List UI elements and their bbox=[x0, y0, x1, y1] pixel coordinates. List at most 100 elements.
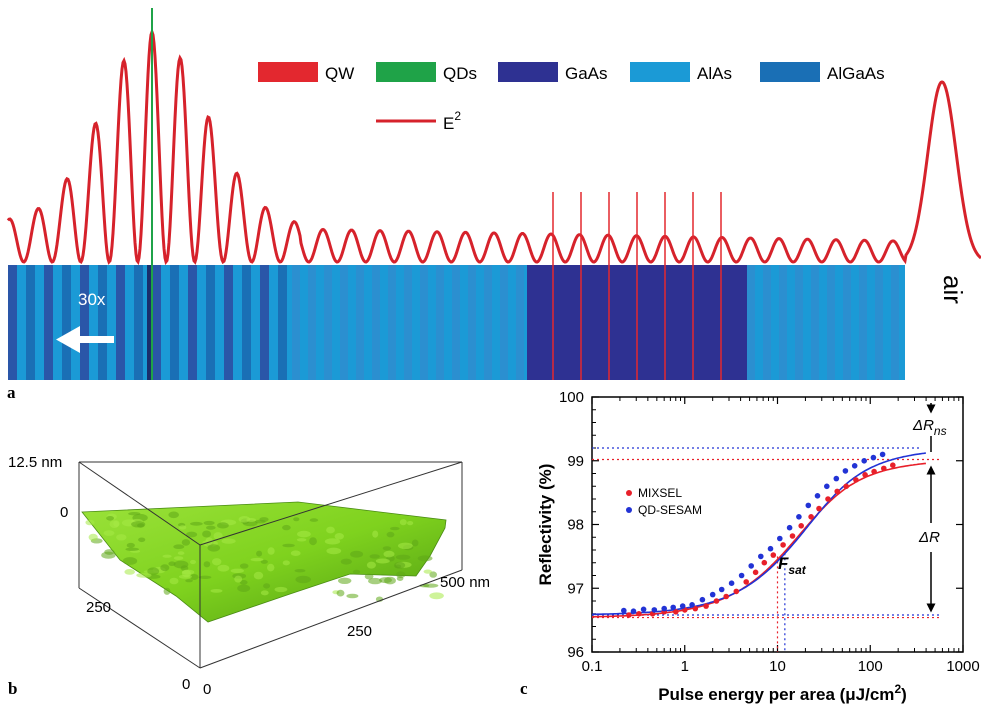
data-point bbox=[651, 607, 658, 613]
surface-bump bbox=[128, 512, 141, 516]
y-tick-250: 250 bbox=[86, 599, 111, 616]
data-point bbox=[621, 607, 627, 614]
surface-bump bbox=[217, 522, 229, 529]
layer-band bbox=[242, 265, 251, 380]
surface-bump bbox=[396, 571, 406, 578]
legend-swatch-alas bbox=[630, 62, 690, 82]
surface-bump bbox=[255, 519, 266, 524]
layer-stack bbox=[8, 265, 905, 380]
legend-swatch-qds bbox=[376, 62, 436, 82]
x-tick-500: 500 nm bbox=[440, 574, 490, 591]
data-point bbox=[796, 514, 802, 520]
layer-band bbox=[152, 265, 161, 380]
surface-bump bbox=[395, 554, 411, 560]
data-point bbox=[870, 454, 877, 461]
surface-bump bbox=[185, 579, 193, 583]
repeat-count-label: 30x bbox=[78, 290, 106, 309]
x-tick-label: 1 bbox=[681, 658, 689, 675]
surface-bump bbox=[379, 577, 392, 584]
surface-bump bbox=[260, 590, 269, 596]
data-point bbox=[871, 468, 877, 475]
y-tick-label: 100 bbox=[559, 389, 584, 406]
x-axis-title: Pulse energy per area (μJ/cm2) bbox=[658, 682, 907, 704]
surface-bump bbox=[206, 525, 216, 530]
data-point bbox=[640, 606, 647, 613]
layer-band bbox=[134, 265, 143, 380]
surface-bump bbox=[407, 521, 414, 526]
surface-bump bbox=[163, 587, 171, 595]
surface-bump bbox=[203, 520, 215, 526]
data-point bbox=[738, 572, 745, 579]
surface-bump bbox=[85, 519, 95, 526]
data-point bbox=[661, 605, 667, 612]
legend-label-algaas: AlGaAs bbox=[827, 64, 885, 83]
e2-field-curve bbox=[6, 27, 981, 266]
surface-bump bbox=[429, 592, 444, 600]
surface-bump bbox=[217, 564, 230, 572]
layer-band bbox=[388, 265, 396, 380]
data-point bbox=[789, 533, 796, 539]
data-point bbox=[816, 505, 822, 512]
surface-bump bbox=[260, 559, 268, 564]
surface-bump bbox=[368, 577, 383, 585]
surface-bump bbox=[346, 593, 359, 599]
x-tick-label: 10 bbox=[769, 658, 786, 675]
data-point bbox=[709, 591, 716, 598]
layer-band bbox=[404, 265, 412, 380]
surface-bump bbox=[309, 518, 319, 522]
surface-bump bbox=[239, 580, 248, 585]
surface-bump bbox=[334, 533, 344, 540]
fit-curve bbox=[592, 452, 927, 616]
surface-bump bbox=[386, 531, 395, 538]
surface-bump bbox=[189, 574, 199, 580]
layer-band bbox=[206, 265, 215, 380]
layer-band bbox=[484, 265, 492, 380]
surface-bump bbox=[309, 537, 317, 546]
surface-bump bbox=[423, 583, 439, 588]
data-point bbox=[879, 451, 886, 458]
data-point bbox=[699, 596, 706, 603]
surface-bump bbox=[324, 538, 341, 545]
panel-letter-b: b bbox=[8, 679, 17, 698]
surface-box-front bbox=[78, 461, 463, 669]
data-point bbox=[862, 472, 868, 478]
data-point bbox=[851, 463, 858, 469]
panel-a-legend: QW QDs GaAs AlAs AlGaAs E2 bbox=[258, 62, 885, 133]
surface-bump bbox=[178, 525, 187, 530]
surface-bump bbox=[295, 575, 312, 584]
layer-band bbox=[452, 265, 460, 380]
legend-label-e2: E2 bbox=[443, 109, 461, 133]
surface-bump bbox=[383, 550, 395, 558]
surface-bump bbox=[256, 550, 263, 557]
layer-band bbox=[436, 265, 444, 380]
surface-bump bbox=[162, 554, 172, 558]
data-point bbox=[636, 611, 642, 617]
air-label: air bbox=[938, 275, 968, 304]
layer-band bbox=[763, 265, 771, 380]
surface-bump bbox=[160, 564, 170, 572]
layer-band bbox=[795, 265, 803, 380]
surface-bump bbox=[352, 569, 361, 574]
data-point bbox=[780, 542, 786, 548]
layer-band bbox=[500, 265, 508, 380]
surface-bump bbox=[113, 520, 120, 527]
data-point bbox=[890, 462, 896, 469]
legend-label-qds: QDs bbox=[443, 64, 477, 83]
surface-bump bbox=[126, 542, 135, 548]
surface-bump bbox=[429, 571, 438, 578]
data-point bbox=[808, 514, 814, 520]
surface-bump bbox=[274, 586, 288, 593]
y-tick-label: 97 bbox=[567, 580, 584, 597]
surface-bump bbox=[178, 574, 192, 579]
surface-bump bbox=[338, 577, 352, 584]
layer-band bbox=[827, 265, 835, 380]
surface-bump bbox=[297, 530, 311, 538]
panel-letter-a: a bbox=[7, 383, 16, 402]
surface-bump bbox=[250, 557, 264, 562]
legend-swatch-algaas bbox=[760, 62, 820, 82]
fit-curve bbox=[592, 462, 926, 618]
data-point bbox=[670, 604, 676, 611]
data-point bbox=[689, 602, 695, 608]
data-point bbox=[777, 535, 783, 542]
